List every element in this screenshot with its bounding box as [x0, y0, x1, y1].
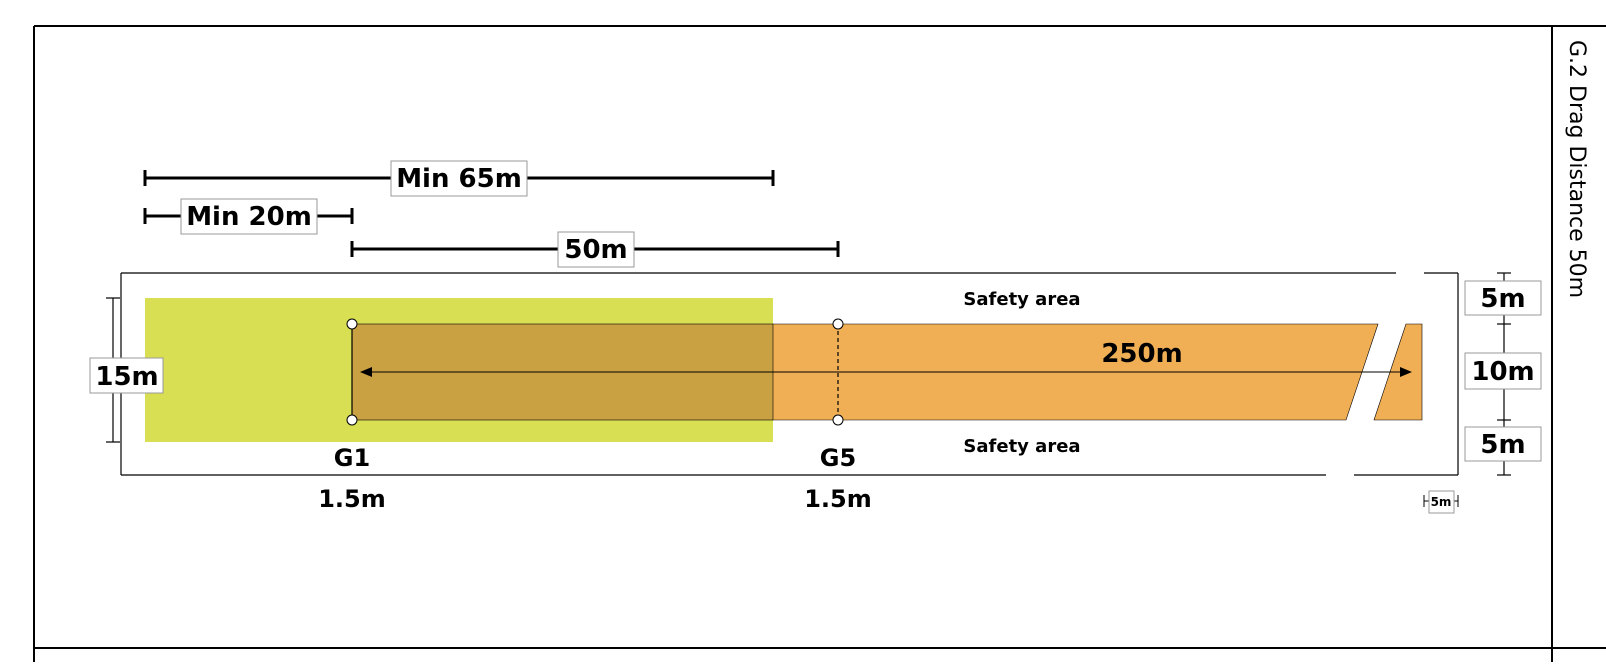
end-margin-box	[1428, 490, 1455, 514]
lane-width-box	[1464, 352, 1542, 390]
arrowhead-left	[360, 367, 372, 377]
min-20-box	[180, 198, 318, 235]
safety-bottom-width-box	[1464, 426, 1542, 462]
lane-width-label: 10m	[1471, 357, 1534, 387]
width-15-box	[89, 357, 164, 394]
gate-5-label: G5	[820, 444, 856, 472]
end-margin-label: 5m	[1431, 495, 1452, 509]
safety-area-top-label: Safety area	[963, 289, 1080, 310]
safety-top-width-box	[1464, 280, 1542, 316]
gate-1-top-marker	[346, 318, 358, 330]
safety-bottom-width-label: 5m	[1480, 430, 1525, 460]
gate-1-label: G1	[334, 444, 370, 472]
min-20-label: Min 20m	[186, 202, 312, 232]
safety-top-width-label: 5m	[1480, 284, 1525, 314]
run-250-label: 250m	[1101, 339, 1182, 369]
gate-5-top-marker	[832, 318, 844, 330]
gate-1-height-label: 1.5m	[318, 485, 386, 513]
min-65-box	[390, 160, 528, 197]
diagram-title: G.2 Drag Distance 50m	[1564, 40, 1589, 298]
span-50-box	[557, 231, 635, 268]
arrowhead-right	[1400, 367, 1412, 377]
min-65-label: Min 65m	[396, 164, 522, 194]
gate-1-bottom-marker	[346, 414, 358, 426]
gate-5-height-label: 1.5m	[804, 485, 872, 513]
safety-area-bottom-label: Safety area	[963, 436, 1080, 457]
width-15-label: 15m	[95, 362, 158, 392]
span-50-label: 50m	[564, 235, 627, 265]
drawing-frame	[33, 25, 1606, 662]
gate-5-bottom-marker	[832, 414, 844, 426]
